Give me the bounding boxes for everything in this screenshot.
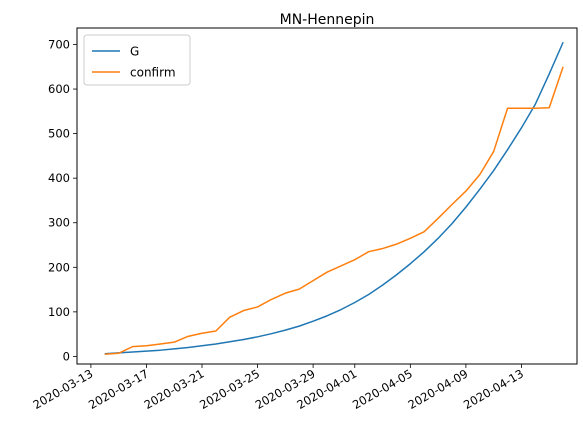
legend-label-g: G xyxy=(130,45,139,59)
y-tick-label: 400 xyxy=(48,171,70,185)
series-line-confirm xyxy=(104,66,564,355)
plot-frame xyxy=(76,27,578,365)
y-tick-label: 100 xyxy=(48,305,70,319)
legend-label-confirm: confirm xyxy=(130,66,176,80)
x-axis: 2020-03-132020-03-172020-03-212020-03-25… xyxy=(31,364,526,412)
x-tick-label: 2020-04-13 xyxy=(461,366,526,412)
y-tick-label: 500 xyxy=(48,127,70,141)
x-tick-label: 2020-04-05 xyxy=(350,366,415,412)
y-tick-label: 300 xyxy=(48,216,70,230)
x-tick-label: 2020-03-17 xyxy=(86,366,151,412)
y-tick-label: 600 xyxy=(48,82,70,96)
chart-title: MN-Hennepin xyxy=(280,12,375,28)
x-tick-label: 2020-03-13 xyxy=(31,366,96,412)
y-tick-label: 0 xyxy=(63,349,70,363)
x-tick-label: 2020-04-09 xyxy=(406,366,471,412)
plot-series xyxy=(104,41,564,355)
x-tick-label: 2020-03-21 xyxy=(142,366,207,412)
legend: G confirm xyxy=(83,34,191,86)
series-line-g xyxy=(104,41,564,355)
y-tick-label: 700 xyxy=(48,37,70,51)
y-tick-label: 200 xyxy=(48,260,70,274)
y-axis: 0 100 200 300 400 500 600 700 xyxy=(48,37,77,363)
x-tick-label: 2020-03-25 xyxy=(197,366,262,412)
